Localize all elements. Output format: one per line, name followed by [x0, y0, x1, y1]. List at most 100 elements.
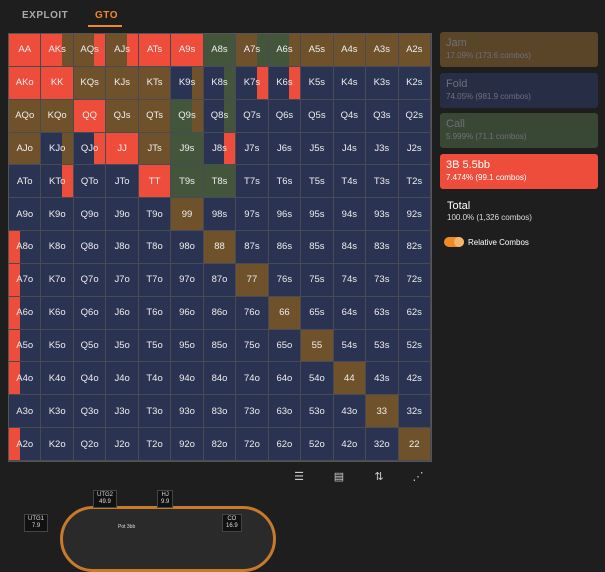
hand-cell[interactable]: A3s — [366, 34, 399, 67]
hand-cell[interactable]: KQs — [73, 66, 107, 100]
hand-cell[interactable]: A6o — [9, 296, 42, 330]
hand-cell[interactable]: J8s — [203, 132, 237, 166]
hand-cell[interactable]: KTo — [41, 165, 74, 199]
hand-cell[interactable]: T2s — [398, 165, 431, 199]
hand-cell[interactable]: 93o — [171, 395, 204, 429]
hand-cell[interactable]: 63o — [268, 395, 302, 429]
hand-cell[interactable]: 86s — [268, 231, 302, 264]
hand-cell[interactable]: 85o — [203, 329, 237, 363]
hand-cell[interactable]: Q6o — [73, 296, 107, 330]
hand-cell[interactable]: Q5s — [301, 99, 334, 133]
hand-cell[interactable]: 76o — [236, 296, 269, 330]
hand-cell[interactable]: K2o — [41, 428, 74, 461]
hand-cell[interactable]: 86o — [203, 296, 237, 330]
hand-cell[interactable]: J4o — [106, 362, 139, 396]
hand-cell[interactable]: 92o — [171, 428, 204, 461]
hand-cell[interactable]: K3s — [366, 66, 399, 100]
hand-cell[interactable]: 54o — [301, 362, 334, 396]
hand-cell[interactable]: Q9o — [73, 198, 107, 232]
hand-cell[interactable]: K7s — [236, 66, 269, 100]
hand-cell[interactable]: 53s — [366, 329, 399, 363]
hand-cell[interactable]: ATo — [9, 165, 42, 199]
hand-cell[interactable]: A4o — [9, 362, 42, 396]
hand-cell[interactable]: 82o — [203, 428, 237, 461]
hand-cell[interactable]: J3o — [106, 395, 139, 429]
hand-cell[interactable]: 87o — [203, 263, 237, 297]
hand-cell[interactable]: J3s — [366, 132, 399, 166]
hand-cell[interactable]: Q9s — [171, 99, 204, 133]
hand-cell[interactable]: T4s — [333, 165, 367, 199]
hand-cell[interactable]: 83o — [203, 395, 237, 429]
hand-cell[interactable]: 72o — [236, 428, 269, 461]
hand-cell[interactable]: 77 — [236, 263, 269, 297]
hand-cell[interactable]: T3s — [366, 165, 399, 199]
hand-cell[interactable]: KJs — [106, 66, 139, 100]
hand-cell[interactable]: AQs — [73, 34, 107, 67]
hand-cell[interactable]: 94o — [171, 362, 204, 396]
icon-sort[interactable]: ⇅ — [374, 471, 384, 483]
action-box[interactable]: 3B 5.5bb 7.474% (99.1 combos) — [440, 153, 598, 189]
hand-cell[interactable]: 64o — [268, 362, 302, 396]
hand-cell[interactable]: 74o — [236, 362, 269, 396]
icon-list[interactable]: ☰ — [294, 471, 304, 483]
hand-cell[interactable]: T8o — [138, 231, 172, 264]
hand-cell[interactable]: 94s — [333, 198, 367, 232]
hand-cell[interactable]: A8s — [203, 34, 237, 67]
hand-cell[interactable]: 53o — [301, 395, 334, 429]
hand-cell[interactable]: A2s — [398, 34, 431, 67]
hand-cell[interactable]: 32o — [366, 428, 399, 461]
hand-cell[interactable]: AJs — [106, 34, 139, 67]
hand-cell[interactable]: 66 — [268, 296, 302, 330]
hand-cell[interactable]: T6s — [268, 165, 302, 199]
hand-cell[interactable]: 84s — [333, 231, 367, 264]
hand-cell[interactable]: A3o — [9, 395, 42, 429]
hand-cell[interactable]: 42o — [333, 428, 367, 461]
hand-cell[interactable]: 95s — [301, 198, 334, 232]
hand-cell[interactable]: J5o — [106, 329, 139, 363]
hand-cell[interactable]: AKo — [9, 66, 42, 100]
hand-cell[interactable]: KTs — [138, 66, 172, 100]
hand-cell[interactable]: Q8o — [73, 231, 107, 264]
hand-cell[interactable]: JJ — [106, 132, 139, 166]
hand-cell[interactable]: K4s — [333, 66, 367, 100]
hand-cell[interactable]: T6o — [138, 296, 172, 330]
hand-cell[interactable]: K6s — [268, 66, 302, 100]
hand-cell[interactable]: 98s — [203, 198, 237, 232]
hand-cell[interactable]: 42s — [398, 362, 431, 396]
hand-cell[interactable]: AA — [9, 34, 42, 67]
hand-cell[interactable]: JTs — [138, 132, 172, 166]
hand-cell[interactable]: J7o — [106, 263, 139, 297]
hand-cell[interactable]: QJs — [106, 99, 139, 133]
hand-cell[interactable]: T7o — [138, 263, 172, 297]
hand-cell[interactable]: 92s — [398, 198, 431, 232]
hand-cell[interactable]: A2o — [9, 428, 42, 461]
hand-cell[interactable]: T9o — [138, 198, 172, 232]
hand-cell[interactable]: T7s — [236, 165, 269, 199]
hand-cell[interactable]: T9s — [171, 165, 204, 199]
hand-cell[interactable]: 44 — [333, 362, 367, 396]
hand-cell[interactable]: K5o — [41, 329, 74, 363]
hand-cell[interactable]: Q8s — [203, 99, 237, 133]
hand-cell[interactable]: Q5o — [73, 329, 107, 363]
hand-cell[interactable]: 64s — [333, 296, 367, 330]
hand-cell[interactable]: K2s — [398, 66, 431, 100]
action-box[interactable]: Call 5.999% (71.1 combos) — [440, 113, 598, 148]
hand-cell[interactable]: J6o — [106, 296, 139, 330]
hand-cell[interactable]: A4s — [333, 34, 367, 67]
hand-cell[interactable]: A5o — [9, 329, 42, 363]
hand-cell[interactable]: 87s — [236, 231, 269, 264]
hand-cell[interactable]: 96o — [171, 296, 204, 330]
hand-cell[interactable]: K9o — [41, 198, 74, 232]
hand-cell[interactable]: A9o — [9, 198, 42, 232]
hand-cell[interactable]: 54s — [333, 329, 367, 363]
hand-cell[interactable]: J9s — [171, 132, 204, 166]
hand-cell[interactable]: 84o — [203, 362, 237, 396]
hand-cell[interactable]: J2o — [106, 428, 139, 461]
hand-cell[interactable]: Q7s — [236, 99, 269, 133]
hand-cell[interactable]: 76s — [268, 263, 302, 297]
hand-cell[interactable]: QTs — [138, 99, 172, 133]
hand-cell[interactable]: 73s — [366, 263, 399, 297]
hand-cell[interactable]: K9s — [171, 66, 204, 100]
hand-cell[interactable]: Q2o — [73, 428, 107, 461]
hand-cell[interactable]: Q3o — [73, 395, 107, 429]
